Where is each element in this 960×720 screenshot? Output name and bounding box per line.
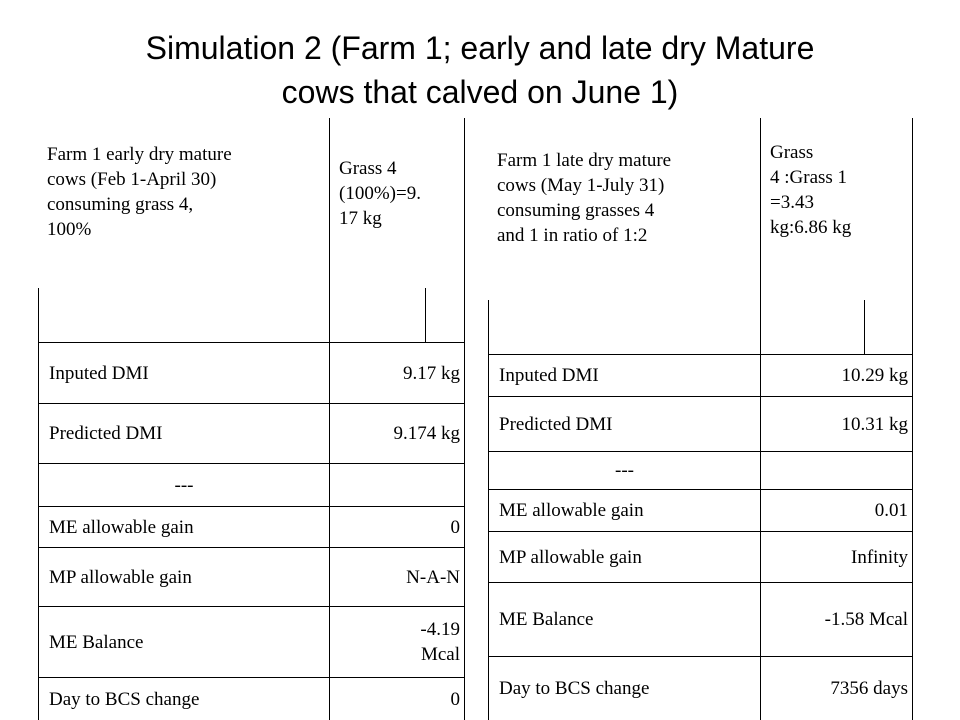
right-row-label: MP allowable gain [499,546,642,568]
right-table-stub [864,300,865,354]
right-table-border-left [488,300,489,720]
right-header-label-line: cows (May 1-July 31) [497,175,665,196]
right-header-value-line: =3.43 [770,192,814,213]
left-header-value-line: 17 kg [339,208,382,229]
left-header-value: Grass 4 (100%)=9. 17 kg [330,132,464,272]
left-header-value-line: (100%)=9. [339,183,421,204]
left-header-label-line: Farm 1 early dry mature [47,144,232,165]
left-row-label: ME Balance [49,631,144,653]
right-table-hline [488,582,913,583]
right-header-label-line: and 1 in ratio of 1:2 [497,225,648,246]
left-header-label: Farm 1 early dry mature cows (Feb 1-Apri… [38,118,329,288]
left-row-label: ME allowable gain [49,516,194,538]
left-table-hline [38,606,465,607]
left-table-hline [38,547,465,548]
left-row-value: 9.174 kg [393,423,461,444]
title-line-2: cows that calved on June 1) [281,74,679,110]
left-row-value: -4.19 Mcal [330,607,464,677]
left-table-hline [38,677,465,678]
right-row-value: -1.58 Mcal [824,609,908,630]
right-row-label: Inputed DMI [499,365,599,386]
left-table-border-mid [329,118,330,720]
right-header-label-line: consuming grasses 4 [497,200,655,221]
left-row-value: 0 [450,688,461,710]
right-row-label: Day to BCS change [499,678,650,699]
right-header-value-line: Grass [770,142,814,163]
right-table-hline [488,354,913,355]
right-row-value: 10.29 kg [841,365,909,386]
left-row-value: 9.17 kg [403,362,460,384]
left-row-value: N-A-N [406,566,460,588]
right-row-value: 7356 days [830,678,908,699]
left-row-value [330,464,464,506]
left-table-border-left [38,118,39,720]
right-row-value: Infinity [851,546,908,568]
right-row-value: 10.31 kg [841,413,909,435]
right-table-border-right [912,118,913,720]
right-table-border-mid [760,118,761,720]
right-header-label-line: Farm 1 late dry mature [497,150,672,171]
left-header-mask [36,118,39,288]
right-table-hline [488,451,913,452]
left-header-value-line: Grass 4 [339,158,397,179]
right-row-label: ME Balance [499,609,594,630]
right-row-value [761,452,912,489]
slide-title: Simulation 2 (Farm 1; early and late dry… [0,26,960,114]
right-header-value: Grass 4 :Grass 1 =3.43 kg:6.86 kg [761,120,912,300]
left-table-hline [38,463,465,464]
title-line-1: Simulation 2 (Farm 1; early and late dry… [145,30,815,66]
left-row-value-line: -4.19 [420,619,460,640]
right-row-value: 0.01 [874,500,908,521]
left-row-label: Predicted DMI [49,423,163,444]
left-header-label-line: 100% [47,219,92,240]
right-header-value-line: kg:6.86 kg [770,217,852,238]
left-row-value: 0 [450,516,461,538]
left-header-label-line: cows (Feb 1-April 30) [47,169,217,190]
left-header-label-line: consuming grass 4, [47,194,194,215]
left-table-stub [425,288,426,342]
right-table-hline [488,531,913,532]
left-table-hline [38,403,465,404]
left-row-label: MP allowable gain [49,566,192,588]
left-row-label: Inputed DMI [49,362,149,384]
right-row-label: Predicted DMI [499,413,613,435]
right-header-label: Farm 1 late dry mature cows (May 1-July … [488,128,760,300]
left-row-label: --- [174,474,194,496]
right-table-hline [488,489,913,490]
right-row-label: ME allowable gain [499,500,644,521]
left-table-border-right [464,118,465,720]
left-row-label: Day to BCS change [49,688,200,710]
left-row-value-line: Mcal [420,644,460,665]
right-table-hline [488,656,913,657]
left-table-hline [38,342,465,343]
right-row-label: --- [615,460,634,481]
right-table-hline [488,396,913,397]
right-header-value-line: 4 :Grass 1 [770,167,848,188]
left-table-hline [38,506,465,507]
